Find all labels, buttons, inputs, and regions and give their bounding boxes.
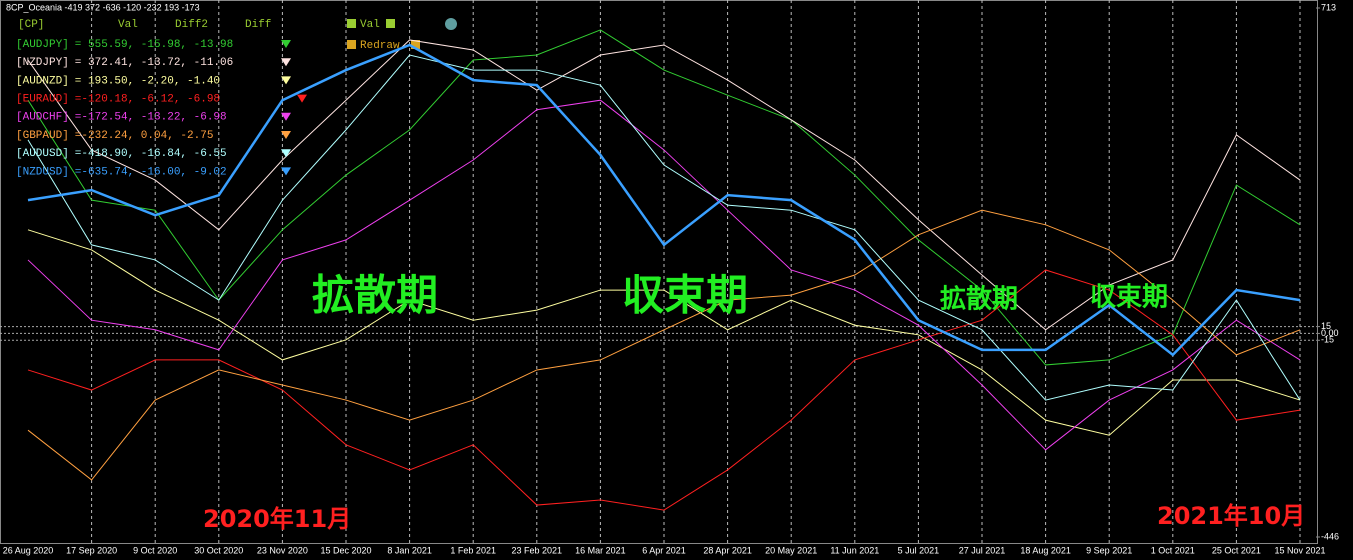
series-line xyxy=(27,229,1301,436)
legend-marker xyxy=(281,112,291,121)
x-tick-label: 15 Nov 2021 xyxy=(1274,545,1325,555)
x-tick-label: 16 Mar 2021 xyxy=(575,545,626,555)
series-line xyxy=(27,29,1301,366)
legend-values: =-172.54, -13.22, -6.98 xyxy=(75,112,227,124)
redraw-button-icon xyxy=(347,40,356,49)
legend-marker xyxy=(281,167,291,176)
legend-marker xyxy=(297,94,307,103)
y-tick-label: 15 xyxy=(1321,321,1331,331)
legend-header: [CP] xyxy=(18,19,44,31)
series-line xyxy=(27,39,1301,331)
annotation: 収束期 xyxy=(622,271,748,320)
x-tick-label: 1 Feb 2021 xyxy=(450,545,496,555)
legend-name: [AUDCHF] xyxy=(16,112,69,124)
x-tick-label: 28 Apr 2021 xyxy=(703,545,752,555)
redraw-button-icon xyxy=(411,40,420,49)
series-line xyxy=(27,43,1301,357)
series-line xyxy=(27,99,1301,451)
legend-name: [GBPAUD] xyxy=(16,130,69,142)
legend-marker xyxy=(281,40,291,48)
x-tick-label: 20 May 2021 xyxy=(765,545,817,555)
x-tick-label: 6 Apr 2021 xyxy=(642,545,686,555)
annotation: 2020年11月 xyxy=(203,505,351,533)
x-tick-label: 8 Jan 2021 xyxy=(387,545,432,555)
x-tick-label: 23 Nov 2020 xyxy=(257,545,308,555)
x-tick-label: 9 Oct 2020 xyxy=(133,545,177,555)
x-tick-label: 25 Oct 2021 xyxy=(1212,545,1261,555)
x-tick-label: 27 Jul 2021 xyxy=(959,545,1006,555)
y-tick-label: 0.00 xyxy=(1321,328,1339,338)
legend-marker xyxy=(281,76,291,85)
val-button-icon xyxy=(386,19,395,28)
legend-name: [NZDUSD] xyxy=(16,166,69,178)
series-line xyxy=(27,269,1301,511)
annotation: 拡散期 xyxy=(940,285,1018,315)
legend-values: = 555.59, -15.98, -13.98 xyxy=(75,39,233,51)
x-tick-label: 26 Aug 2020 xyxy=(3,545,54,555)
legend-values: = 372.41, -13.72, -11.06 xyxy=(75,57,233,69)
y-tick-label: 713 xyxy=(1321,2,1336,12)
legend-name: [AUDUSD] xyxy=(16,148,69,160)
status-dot xyxy=(445,18,457,30)
legend-values: =-120.18, -6.12, -6.98 xyxy=(75,94,220,106)
legend-values: =-418.90, -16.84, -6.55 xyxy=(75,148,227,160)
legend-marker xyxy=(281,149,291,158)
legend-name: [NZDJPY] xyxy=(16,57,69,69)
val-button-icon xyxy=(347,19,356,28)
legend-header: Val xyxy=(118,19,138,31)
y-tick-label: -15 xyxy=(1321,335,1334,345)
legend-name: [AUDJPY] xyxy=(16,39,69,51)
x-tick-label: 23 Feb 2021 xyxy=(512,545,563,555)
legend-header: Diff2 xyxy=(175,19,208,31)
redraw-button[interactable]: Redraw xyxy=(360,40,400,52)
x-tick-label: 11 Jun 2021 xyxy=(830,545,879,555)
x-tick-label: 18 Aug 2021 xyxy=(1020,545,1071,555)
chart-title: 8CP_Oceania -419 372 -636 -120 -232 193 … xyxy=(6,2,200,12)
legend-header: Diff xyxy=(245,19,271,31)
series-line xyxy=(27,209,1301,481)
annotation: 2021年10月 xyxy=(1157,502,1305,530)
plot-frame xyxy=(0,0,1318,544)
x-tick-label: 1 Oct 2021 xyxy=(1151,545,1195,555)
x-tick-label: 30 Oct 2020 xyxy=(194,545,243,555)
annotation: 拡散期 xyxy=(312,271,438,320)
legend-name: [EURAUD] xyxy=(16,94,69,106)
legend-values: =-232.24, 0.04, -2.75 xyxy=(75,130,214,142)
x-tick-label: 9 Sep 2021 xyxy=(1086,545,1132,555)
legend-name: [AUDNZD] xyxy=(16,75,69,87)
val-button[interactable]: Val xyxy=(360,19,380,31)
legend-values: = 193.50, -2.20, -1.40 xyxy=(75,75,220,87)
x-tick-label: 17 Sep 2020 xyxy=(66,545,117,555)
legend-marker xyxy=(281,131,291,139)
x-tick-label: 5 Jul 2021 xyxy=(898,545,940,555)
x-tick-label: 15 Dec 2020 xyxy=(320,545,371,555)
annotation: 収束期 xyxy=(1090,282,1168,313)
y-tick-label: -446 xyxy=(1321,531,1339,541)
series-line xyxy=(27,54,1301,401)
legend-marker xyxy=(281,58,291,67)
legend-values: =-635.74, -16.00, -9.02 xyxy=(75,166,227,178)
